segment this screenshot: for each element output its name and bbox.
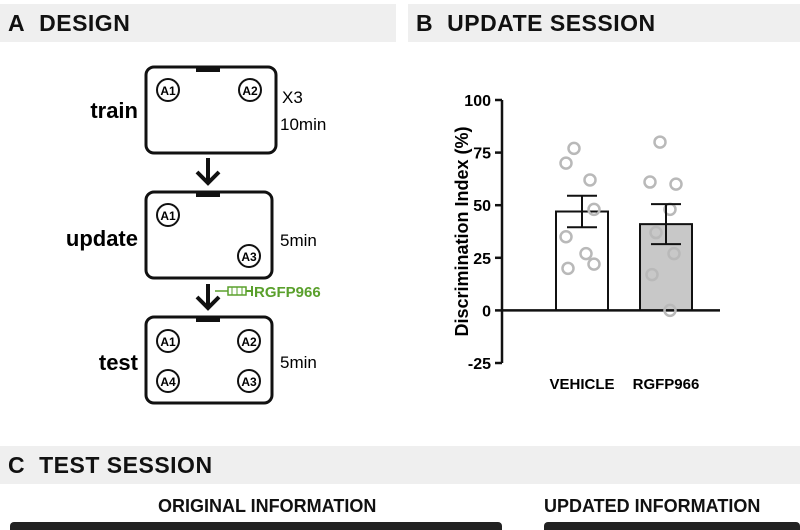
test-object-a2-label: A2 xyxy=(241,335,257,349)
data-point xyxy=(583,173,597,187)
data-point xyxy=(587,202,601,217)
phase-label-update: update xyxy=(66,226,138,251)
y-tick-label: 75 xyxy=(473,146,491,163)
train-duration-note: 10min xyxy=(280,115,326,134)
arrow-down-icon xyxy=(195,284,221,311)
train-arena: A1 A2 xyxy=(144,65,278,155)
data-point xyxy=(649,225,663,240)
update-object-a3-label: A3 xyxy=(241,250,257,264)
bar-rgfp966 xyxy=(639,223,693,312)
design-diagram: A1 A2 train X3 10min A1 A3 update 5min R… xyxy=(66,65,326,405)
train-repeat-note: X3 xyxy=(282,88,303,107)
test-object-a1-label: A1 xyxy=(160,335,176,349)
update-duration-note: 5min xyxy=(280,231,317,250)
train-object-a1-label: A1 xyxy=(160,84,176,98)
category-label: VEHICLE xyxy=(549,376,614,393)
test-object-a2 xyxy=(237,329,261,353)
y-tick-label: 100 xyxy=(464,93,491,110)
panel-c-title: TEST SESSION xyxy=(39,451,213,478)
panel-b-letter: B xyxy=(416,9,434,36)
category-label: RGFP966 xyxy=(633,376,700,393)
data-point xyxy=(667,246,681,261)
discrimination-index-chart: 100 75 50 25 0 -25 Discrimination Index (%) VEH… xyxy=(452,93,720,393)
panel-c-header: C TEST SESSION xyxy=(0,446,800,484)
data-point xyxy=(559,230,573,244)
data-point xyxy=(669,177,683,191)
test-duration-note: 5min xyxy=(280,353,317,372)
panel-c-letter: C xyxy=(8,451,26,478)
update-object-a3 xyxy=(237,244,261,268)
drug-label: RGFP966 xyxy=(254,284,321,301)
y-axis-label: Discrimination Index (%) xyxy=(452,126,472,336)
syringe-icon xyxy=(215,286,253,296)
panel-b-header: B UPDATE SESSION xyxy=(408,4,800,42)
test-object-a1 xyxy=(156,329,180,353)
test-object-a3 xyxy=(237,369,261,393)
original-information-subtitle: ORIGINAL INFORMATION xyxy=(158,496,377,516)
train-object-a2-label: A2 xyxy=(242,84,258,98)
panel-b-title: UPDATE SESSION xyxy=(447,9,656,36)
update-object-a1-label: A1 xyxy=(160,209,176,223)
data-point xyxy=(587,257,601,271)
data-point xyxy=(643,175,657,189)
data-point xyxy=(559,156,573,170)
y-tick-label: 0 xyxy=(482,303,491,320)
panel-a-title: DESIGN xyxy=(39,9,131,36)
y-tick-label: -25 xyxy=(468,356,491,373)
test-arena: A1 A2 A4 A3 xyxy=(144,315,274,405)
train-object-a2 xyxy=(238,78,262,102)
phase-label-test: test xyxy=(99,350,139,375)
panel-a-header: A DESIGN xyxy=(0,4,396,42)
data-point xyxy=(663,303,677,318)
original-information-bar xyxy=(10,522,502,530)
arrow-down-icon xyxy=(195,158,221,186)
test-object-a4 xyxy=(156,369,180,393)
update-arena: A1 A3 xyxy=(144,190,274,280)
y-tick-label: 50 xyxy=(473,198,491,215)
test-object-a4-label: A4 xyxy=(160,375,176,389)
train-object-a1 xyxy=(156,78,180,102)
panel-a-letter: A xyxy=(8,9,26,36)
y-tick-label: 25 xyxy=(473,251,491,268)
test-object-a3-label: A3 xyxy=(241,375,257,389)
phase-label-train: train xyxy=(90,98,138,123)
updated-information-subtitle: UPDATED INFORMATION xyxy=(544,496,761,516)
data-point xyxy=(561,261,575,276)
data-point xyxy=(579,246,593,261)
data-point xyxy=(645,267,659,282)
data-point xyxy=(567,141,581,156)
update-object-a1 xyxy=(156,203,180,227)
data-point xyxy=(653,135,667,149)
updated-information-bar xyxy=(544,522,800,530)
